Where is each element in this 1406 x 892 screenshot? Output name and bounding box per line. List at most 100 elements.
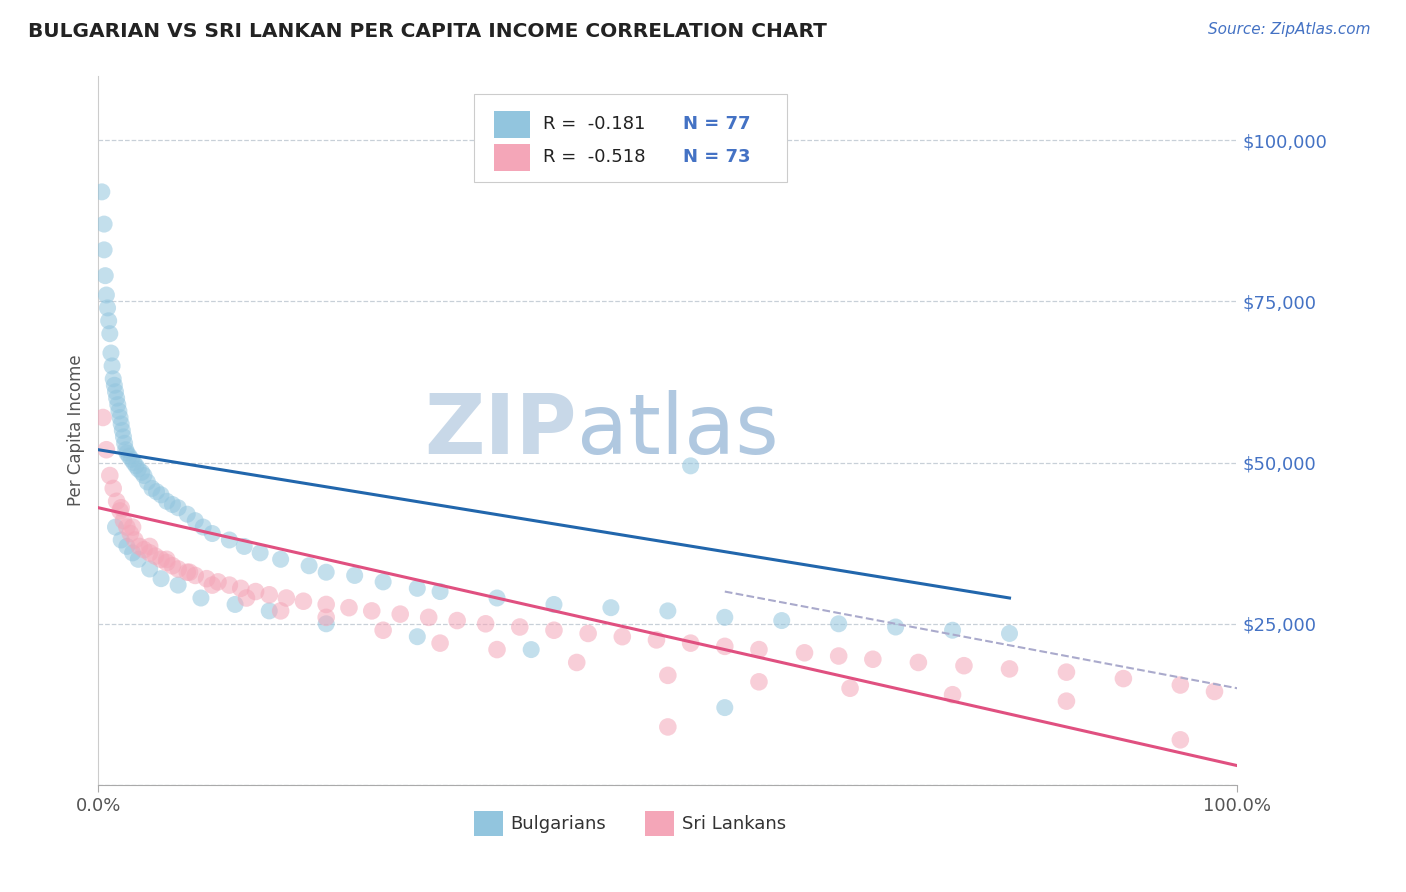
Point [406, 630, 429, 644]
Point [141, 482, 163, 496]
Point [136, 475, 159, 489]
Point [337, 600, 360, 615]
Point [429, 636, 451, 650]
Point [145, 484, 167, 499]
Point [93, 217, 115, 231]
Point [127, 552, 149, 566]
Point [112, 430, 135, 444]
Bar [474, 811, 503, 836]
Point [190, 591, 212, 605]
Point [907, 656, 929, 670]
Point [103, 378, 125, 392]
Point [96, 442, 118, 457]
Point [998, 662, 1021, 676]
Point [112, 514, 135, 528]
Point [193, 520, 215, 534]
Text: ZIP: ZIP [425, 390, 576, 471]
Text: atlas: atlas [576, 390, 779, 471]
Point [176, 507, 198, 521]
Point [576, 626, 599, 640]
Point [98, 468, 121, 483]
Point [315, 598, 337, 612]
Point [1170, 678, 1192, 692]
Point [110, 500, 132, 515]
Point [131, 465, 153, 479]
Point [122, 456, 145, 470]
Point [229, 582, 252, 596]
Point [429, 584, 451, 599]
Point [121, 520, 143, 534]
Point [714, 700, 737, 714]
Point [298, 558, 321, 573]
Point [645, 632, 668, 647]
Point [565, 656, 588, 670]
Point [543, 598, 565, 612]
Point [714, 640, 737, 654]
Point [115, 520, 138, 534]
Point [132, 542, 155, 557]
Point [862, 652, 884, 666]
Point [120, 452, 142, 467]
Point [793, 646, 815, 660]
Text: Sri Lankans: Sri Lankans [682, 815, 786, 833]
Point [96, 301, 118, 315]
Point [657, 668, 679, 682]
Point [167, 578, 190, 592]
Point [167, 500, 190, 515]
Point [115, 446, 138, 460]
Point [218, 578, 240, 592]
Text: R =  -0.518: R = -0.518 [543, 148, 645, 167]
Point [276, 591, 298, 605]
Text: R =  -0.181: R = -0.181 [543, 115, 645, 133]
Point [612, 630, 634, 644]
Point [103, 372, 125, 386]
Point [104, 520, 127, 534]
Point [138, 562, 160, 576]
Point [96, 288, 118, 302]
Point [1170, 732, 1192, 747]
Point [115, 540, 138, 554]
Point [176, 566, 198, 580]
Point [91, 410, 114, 425]
Point [679, 636, 702, 650]
Point [218, 533, 240, 547]
Point [150, 572, 173, 586]
Point [150, 552, 173, 566]
Point [105, 391, 128, 405]
Bar [645, 811, 673, 836]
Point [97, 314, 120, 328]
Point [120, 526, 142, 541]
Point [486, 591, 509, 605]
Point [127, 462, 149, 476]
Text: Source: ZipAtlas.com: Source: ZipAtlas.com [1208, 22, 1371, 37]
Point [371, 574, 394, 589]
Point [259, 604, 281, 618]
Bar [494, 144, 530, 171]
Point [292, 594, 315, 608]
Point [125, 458, 148, 473]
Point [124, 533, 146, 547]
Point [138, 546, 160, 560]
FancyBboxPatch shape [474, 94, 787, 182]
Point [884, 620, 907, 634]
Point [114, 436, 136, 450]
Point [953, 658, 976, 673]
Point [156, 556, 179, 570]
Point [235, 591, 257, 605]
Point [162, 498, 184, 512]
Point [839, 681, 862, 696]
Point [121, 546, 143, 560]
Point [1056, 665, 1078, 680]
Point [520, 642, 543, 657]
Point [101, 359, 124, 373]
Point [748, 642, 770, 657]
Point [371, 624, 394, 638]
Text: BULGARIAN VS SRI LANKAN PER CAPITA INCOME CORRELATION CHART: BULGARIAN VS SRI LANKAN PER CAPITA INCOM… [28, 22, 827, 41]
Point [259, 588, 281, 602]
Point [249, 546, 271, 560]
Y-axis label: Per Capita Income: Per Capita Income [66, 355, 84, 506]
Point [93, 243, 115, 257]
Point [138, 540, 160, 554]
Point [105, 494, 128, 508]
Point [114, 442, 136, 457]
